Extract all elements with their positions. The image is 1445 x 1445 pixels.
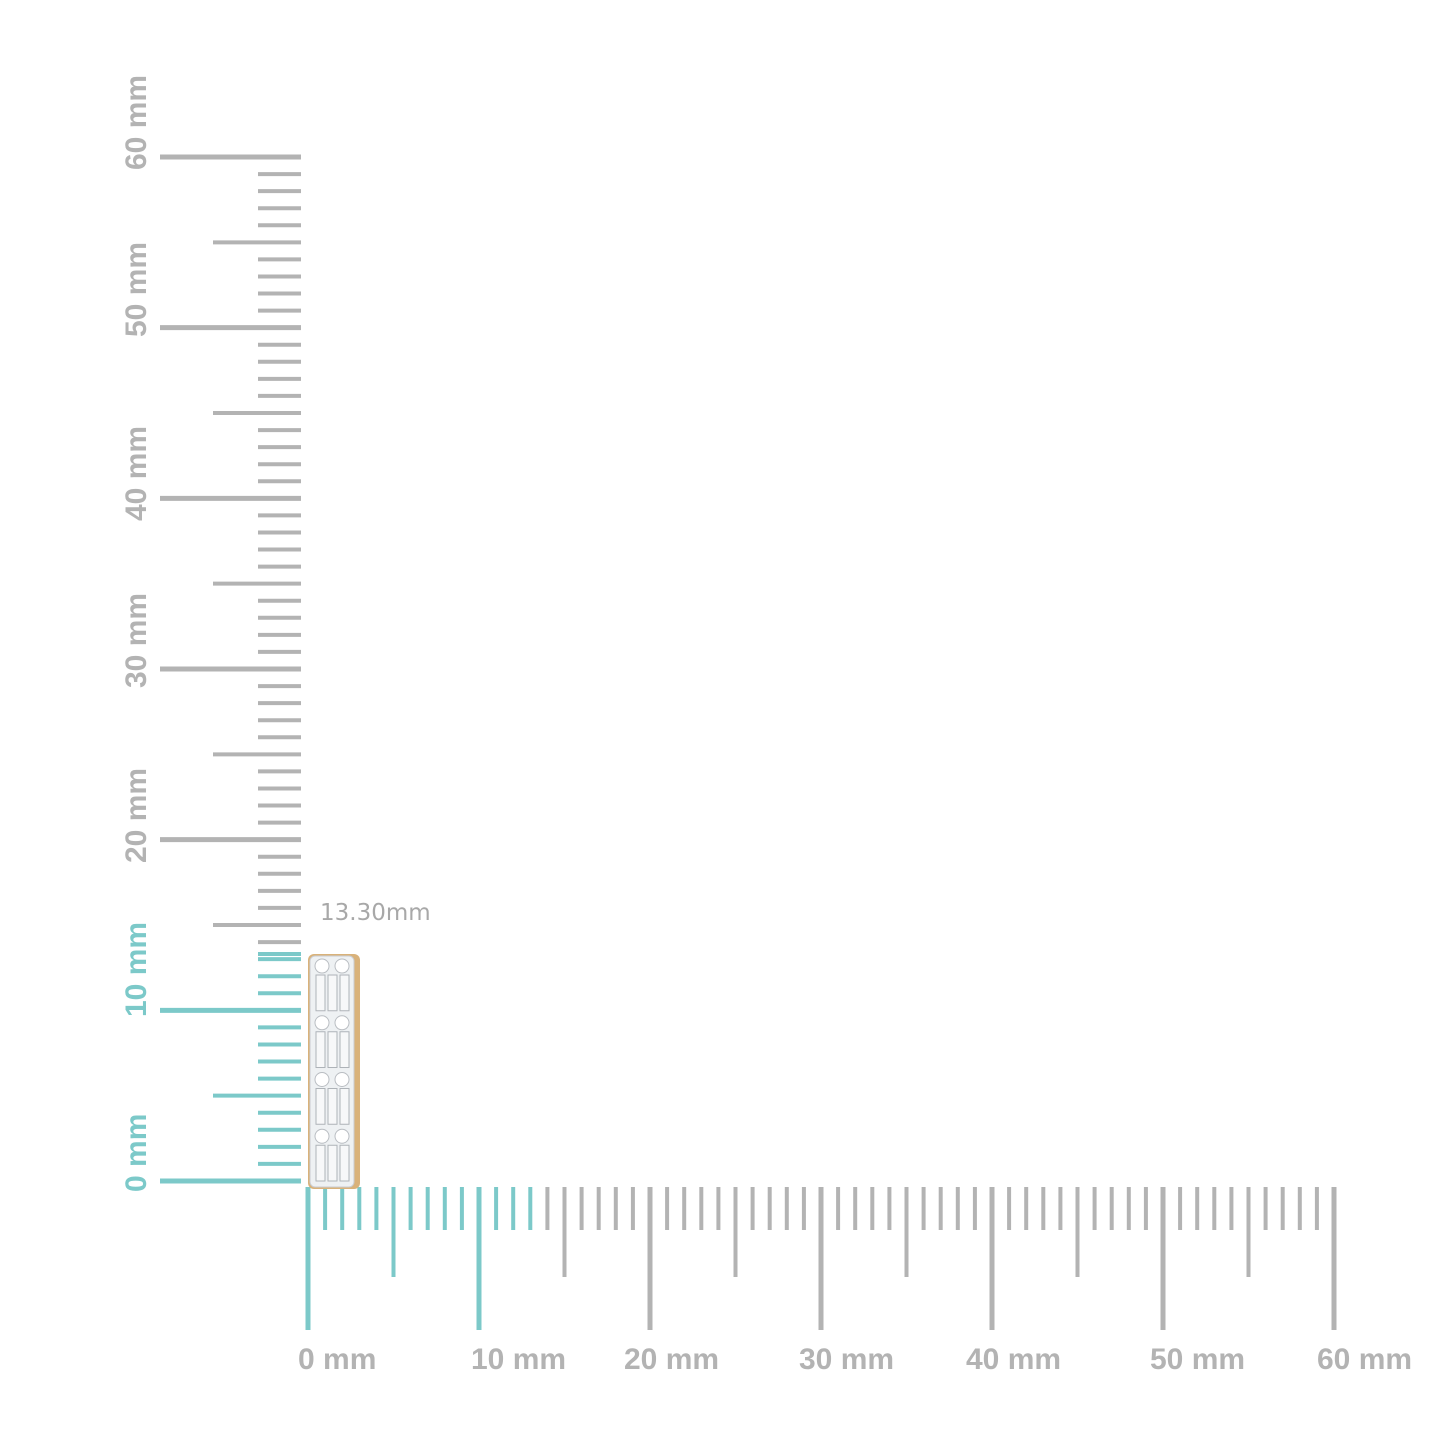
y-label-60: 60 mm <box>120 74 153 170</box>
measurement-label: 13.30mm <box>320 900 431 926</box>
baguette-stone <box>327 1144 338 1182</box>
baguette-stone <box>339 1088 350 1125</box>
baguette-stone <box>315 974 326 1012</box>
x-label-30: 30 mm <box>799 1343 895 1376</box>
baguette-stone <box>339 1144 350 1182</box>
y-label-20: 20 mm <box>120 767 153 863</box>
round-stone <box>314 1072 330 1088</box>
round-stone <box>334 1072 350 1088</box>
round-stone <box>314 958 330 974</box>
x-label-60: 60 mm <box>1317 1343 1413 1376</box>
baguette-stone <box>327 1088 338 1125</box>
x-label-0: 0 mm <box>298 1343 377 1376</box>
y-label-50: 50 mm <box>120 241 153 337</box>
y-label-10: 10 mm <box>120 921 153 1017</box>
baguette-stone <box>339 1031 350 1069</box>
x-label-10: 10 mm <box>471 1343 567 1376</box>
x-label-40: 40 mm <box>966 1343 1062 1376</box>
y-label-0: 0 mm <box>120 1113 153 1192</box>
x-label-20: 20 mm <box>624 1343 720 1376</box>
baguette-stone <box>315 1144 326 1182</box>
baguette-stone <box>339 974 350 1012</box>
round-stone <box>314 1015 330 1031</box>
round-stone <box>334 958 350 974</box>
baguette-stone <box>327 974 338 1012</box>
baguette-stone <box>315 1088 326 1125</box>
baguette-stone <box>315 1031 326 1069</box>
round-stone <box>334 1015 350 1031</box>
y-label-30: 30 mm <box>120 592 153 688</box>
y-label-40: 40 mm <box>120 425 153 521</box>
baguette-stone <box>327 1031 338 1069</box>
round-stone <box>334 1128 350 1144</box>
round-stone <box>314 1128 330 1144</box>
x-label-50: 50 mm <box>1150 1343 1246 1376</box>
